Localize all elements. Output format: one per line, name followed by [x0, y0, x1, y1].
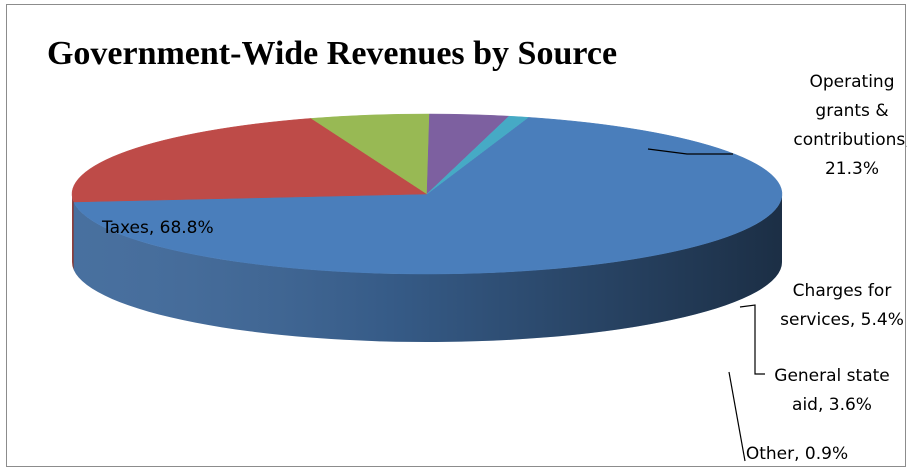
pie-slice-side-shading-taxes — [73, 194, 783, 343]
leader-line-general-state-aid — [739, 304, 765, 375]
data-label-operating-grants-contributions-line-4: 21.3% — [825, 159, 879, 179]
data-label-other-line-1: Other, 0.9% — [746, 444, 848, 464]
data-label-general-state-aid-line-2: aid, 3.6% — [792, 395, 872, 415]
data-label-operating-grants-contributions-line-1: Operating — [810, 72, 895, 92]
data-label-operating-grants-contributions-line-3: contributions, — [793, 130, 907, 150]
data-label-operating-grants-contributions-line-2: grants & — [815, 101, 888, 121]
leader-line-operating-grants-contributions — [647, 148, 733, 155]
chart-frame: Government-Wide Revenues by Source Taxes… — [6, 4, 907, 467]
data-label-taxes-line-1: Taxes, 68.8% — [101, 218, 214, 238]
pie-layer — [71, 113, 783, 343]
pie-slice-taxes — [73, 117, 783, 275]
data-label-charges-for-services-line-2: services, 5.4% — [780, 310, 904, 330]
label-layer: Taxes, 68.8% Operating grants & contributio… — [101, 72, 907, 464]
pie-slice-side-shading-operating-grants-contributions — [72, 194, 74, 270]
leader-line-other — [728, 371, 746, 462]
pie-chart: Government-Wide Revenues by Source Taxes… — [47, 35, 907, 464]
chart-title: Government-Wide Revenues by Source — [47, 35, 617, 72]
pie-slice-other — [426, 115, 530, 195]
data-label-charges-for-services-line-1: Charges for — [793, 281, 892, 301]
data-label-general-state-aid-line-1: General state — [774, 366, 889, 386]
pie-slice-operating-grants-contributions — [71, 118, 428, 203]
